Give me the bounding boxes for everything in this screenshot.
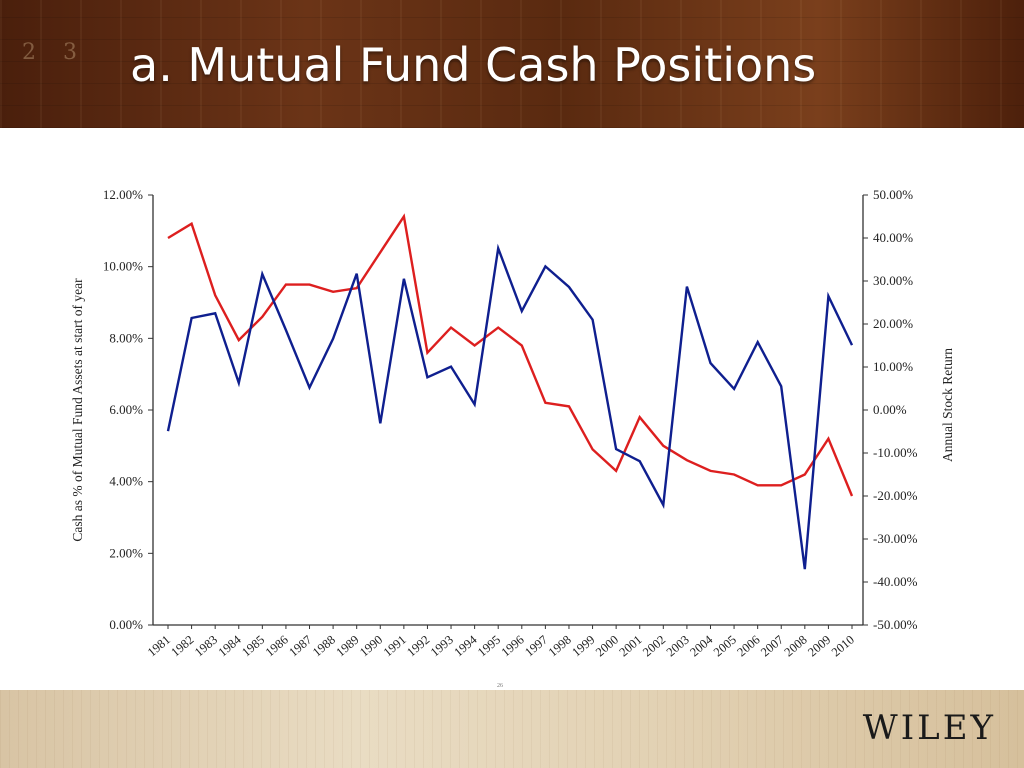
x-tick-label: 1984 — [216, 632, 245, 659]
x-tick-label: 2003 — [664, 633, 692, 660]
page-number-annotation: 26 — [497, 683, 503, 689]
x-tick-label: 1998 — [546, 633, 574, 660]
right-tick-label: -40.00% — [873, 574, 918, 589]
x-tick-label: 2006 — [734, 633, 762, 660]
wiley-logo: WILEY — [862, 708, 996, 748]
left-axis-title: Cash as % of Mutual Fund Assets at start… — [70, 278, 85, 542]
x-tick-label: 1990 — [357, 633, 385, 660]
x-tick-label: 1991 — [381, 633, 409, 660]
right-tick-label: 30.00% — [873, 273, 913, 288]
right-tick-label: -30.00% — [873, 531, 918, 546]
dual-axis-line-chart: 0.00% 2.00% 4.00% 6.00% 8.00% 10.00% 12.00% -50… — [70, 187, 955, 689]
x-tick-label: 2005 — [711, 633, 739, 660]
x-tick-label: 1994 — [451, 632, 480, 659]
title-banner: 2 3 a. Mutual Fund Cash Positions — [0, 0, 1024, 128]
x-tick-label: 2004 — [687, 632, 716, 659]
banner-texture — [0, 0, 1024, 128]
right-tick-label: -10.00% — [873, 445, 918, 460]
left-tick-label: 0.00% — [109, 617, 143, 632]
x-tick-label: 1992 — [404, 633, 432, 660]
x-tick-label: 2002 — [640, 633, 668, 660]
x-tick-label: 1982 — [168, 633, 196, 660]
right-tick-label: -20.00% — [873, 488, 918, 503]
banner-decoration: 2 3 — [22, 40, 87, 65]
x-tick-label: 2000 — [593, 633, 621, 660]
x-tick-label: 1981 — [145, 633, 173, 660]
x-tick-label: 2001 — [617, 633, 645, 660]
x-tick-label: 1989 — [333, 633, 361, 660]
x-tick-label: 1986 — [263, 633, 291, 660]
left-tick-label: 6.00% — [109, 402, 143, 417]
x-tick-label: 1996 — [499, 633, 527, 660]
right-tick-label: -50.00% — [873, 617, 918, 632]
left-tick-label: 4.00% — [109, 474, 143, 489]
x-tick-label: 1985 — [239, 633, 267, 660]
footer-banner: WILEY — [0, 690, 1024, 768]
left-tick-label: 8.00% — [109, 330, 143, 345]
x-tick-label: 1987 — [286, 633, 314, 660]
cash-position-line — [167, 213, 854, 497]
right-tick-label: 0.00% — [873, 402, 907, 417]
left-tick-label: 10.00% — [103, 259, 143, 274]
footer-texture — [0, 690, 1024, 768]
x-tick-label: 2008 — [782, 633, 810, 660]
x-tick-label: 1993 — [428, 633, 456, 660]
x-tick-label: 2010 — [829, 633, 857, 660]
left-tick-label: 2.00% — [109, 545, 143, 560]
right-axis-title: Annual Stock Return — [940, 348, 955, 462]
left-tick-label: 12.00% — [103, 187, 143, 202]
chart-container: 0.00% 2.00% 4.00% 6.00% 8.00% 10.00% 12.00% -50… — [52, 175, 970, 690]
right-tick-label: 10.00% — [873, 359, 913, 374]
x-tick-label: 1997 — [522, 633, 550, 660]
x-tick-label: 2009 — [805, 633, 833, 660]
stock-return-line — [166, 243, 854, 570]
x-tick-label: 2007 — [758, 633, 786, 660]
x-tick-label: 1988 — [310, 633, 338, 660]
x-tick-label: 1983 — [192, 633, 220, 660]
x-tick-label: 1995 — [475, 633, 503, 660]
right-tick-label: 50.00% — [873, 187, 913, 202]
right-tick-label: 40.00% — [873, 230, 913, 245]
right-tick-label: 20.00% — [873, 316, 913, 331]
slide-title: a. Mutual Fund Cash Positions — [130, 38, 817, 92]
x-tick-label: 1999 — [569, 633, 597, 660]
